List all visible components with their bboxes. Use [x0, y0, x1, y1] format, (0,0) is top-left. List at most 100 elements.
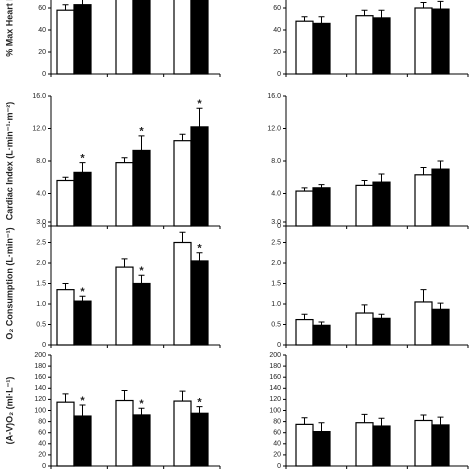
bar: [190, 412, 209, 467]
bar: [73, 171, 92, 227]
y-tick-label: 20: [38, 452, 46, 459]
y-tick-label: 100: [34, 407, 46, 414]
significance-marker: *: [139, 265, 144, 277]
error-bar: [196, 107, 203, 127]
y-tick-label: 1.5: [36, 280, 46, 287]
bar: [115, 162, 134, 227]
y-tick-label: 40: [273, 441, 281, 448]
bar: [73, 4, 92, 75]
error-bar: [121, 258, 128, 268]
y-tick-label: 120: [34, 396, 46, 403]
y-tick-label: 80: [38, 418, 46, 425]
error-bar: [437, 416, 444, 425]
y-tick-label: 8.0: [36, 158, 46, 165]
bar: [372, 425, 391, 467]
y-tick-label: 16.0: [267, 93, 281, 100]
error-bar: [361, 9, 368, 16]
y-tick-label: 180: [34, 363, 46, 370]
error-bar: [301, 16, 308, 22]
bar: [295, 423, 314, 467]
error-bar: [378, 417, 385, 427]
significance-marker: *: [197, 243, 202, 255]
bar: [56, 401, 75, 467]
error-bar: [179, 133, 186, 141]
significance-marker: *: [139, 398, 144, 410]
bar: [132, 0, 151, 75]
y-tick-label: 12.0: [32, 125, 46, 132]
error-bar: [62, 393, 69, 403]
bar: [312, 324, 331, 346]
y-tick-label: 140: [269, 385, 281, 392]
bar: [190, 260, 209, 346]
y-tick-label: 0: [277, 71, 281, 78]
error-bar: [301, 417, 308, 425]
y-axis-label: Cardiac Index (L·min⁻¹·m⁻²): [4, 102, 14, 221]
error-bar: [179, 231, 186, 243]
error-bar: [79, 295, 86, 302]
bar: [132, 149, 151, 227]
y-tick-label: 0: [277, 342, 281, 349]
error-bar: [420, 167, 427, 175]
error-bar: [82, 0, 83, 5]
error-bar: [179, 390, 186, 402]
y-tick-label: 1.0: [36, 301, 46, 308]
bar: [414, 419, 433, 467]
bar: [190, 0, 209, 75]
bar: [173, 241, 192, 346]
bar: [312, 187, 331, 227]
y-tick-label: 100: [269, 407, 281, 414]
bar: [372, 17, 391, 75]
bar: [355, 422, 374, 467]
y-tick-label: 0.5: [36, 321, 46, 328]
y-tick-label: 4.0: [271, 190, 281, 197]
bar: [115, 399, 134, 467]
error-bar: [420, 289, 427, 302]
error-bar: [62, 4, 69, 11]
y-tick-label: 0: [42, 463, 46, 470]
bar: [312, 22, 331, 75]
error-bar: [138, 274, 145, 284]
y-tick-label: 0: [42, 71, 46, 78]
y-tick-label: 40: [38, 441, 46, 448]
y-tick-label: 180: [269, 363, 281, 370]
bar: [355, 312, 374, 346]
significance-marker: *: [197, 397, 202, 409]
error-bar: [121, 390, 128, 401]
error-bar: [378, 313, 385, 319]
y-tick-label: 40: [273, 27, 281, 34]
y-tick-label: 20: [273, 452, 281, 459]
error-bar: [361, 304, 368, 314]
bar: [355, 15, 374, 75]
error-bar: [196, 406, 203, 414]
error-bar: [318, 321, 325, 326]
error-bar: [361, 413, 368, 423]
y-tick-label: 3.0: [36, 219, 46, 226]
error-bar: [138, 407, 145, 415]
y-tick-label: 4.0: [36, 190, 46, 197]
significance-marker: *: [80, 395, 85, 407]
y-tick-label: 2.5: [271, 239, 281, 246]
y-axis-label: (A-V)O₂ (ml·L⁻¹): [4, 377, 14, 445]
error-bar: [121, 157, 128, 163]
error-bar: [62, 176, 69, 181]
y-tick-label: 1.5: [271, 280, 281, 287]
error-bar: [361, 180, 368, 186]
y-axis-label: O₂ Consumption (L·min⁻¹): [4, 227, 14, 339]
y-tick-label: 60: [38, 430, 46, 437]
error-bar: [378, 9, 385, 18]
bar: [132, 414, 151, 467]
y-tick-label: 0: [277, 463, 281, 470]
bar: [132, 282, 151, 346]
y-tick-label: 2.0: [271, 260, 281, 267]
error-bar: [318, 16, 325, 24]
bar: [414, 7, 433, 75]
bar: [295, 20, 314, 75]
y-tick-label: 160: [34, 374, 46, 381]
bar: [56, 289, 75, 346]
bar: [372, 317, 391, 346]
bar: [73, 415, 92, 467]
y-tick-label: 40: [38, 27, 46, 34]
y-tick-label: 3.0: [271, 219, 281, 226]
error-bar: [301, 187, 308, 192]
